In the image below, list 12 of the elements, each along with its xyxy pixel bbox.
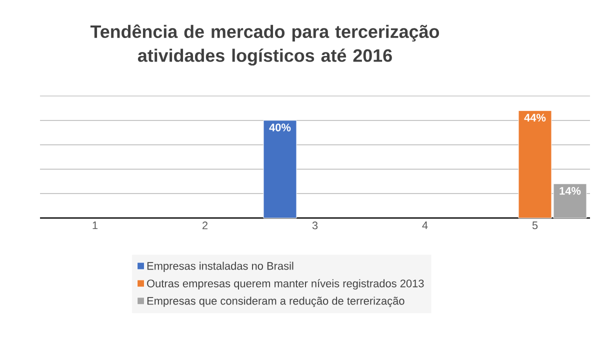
x-tick-label: 1: [92, 222, 98, 230]
x-tick-label: 5: [532, 222, 538, 230]
x-tick-label: 3: [312, 222, 318, 230]
data-label: 44%: [524, 114, 546, 122]
x-tick-label: 2: [202, 222, 208, 230]
chart-title: Tendência de mercado para tercerização atividades logísticos até 2016: [90, 24, 440, 66]
legend-label: Empresas que consideram a redução de terrerização: [147, 296, 404, 307]
data-label: 40%: [269, 124, 291, 132]
x-tick-label: 4: [422, 222, 428, 230]
legend-label: Outras empresas querem manter níveis registrados 2013: [147, 279, 424, 290]
legend-label: Empresas instaladas no Brasil: [147, 262, 294, 272]
data-label: 14%: [560, 187, 581, 195]
